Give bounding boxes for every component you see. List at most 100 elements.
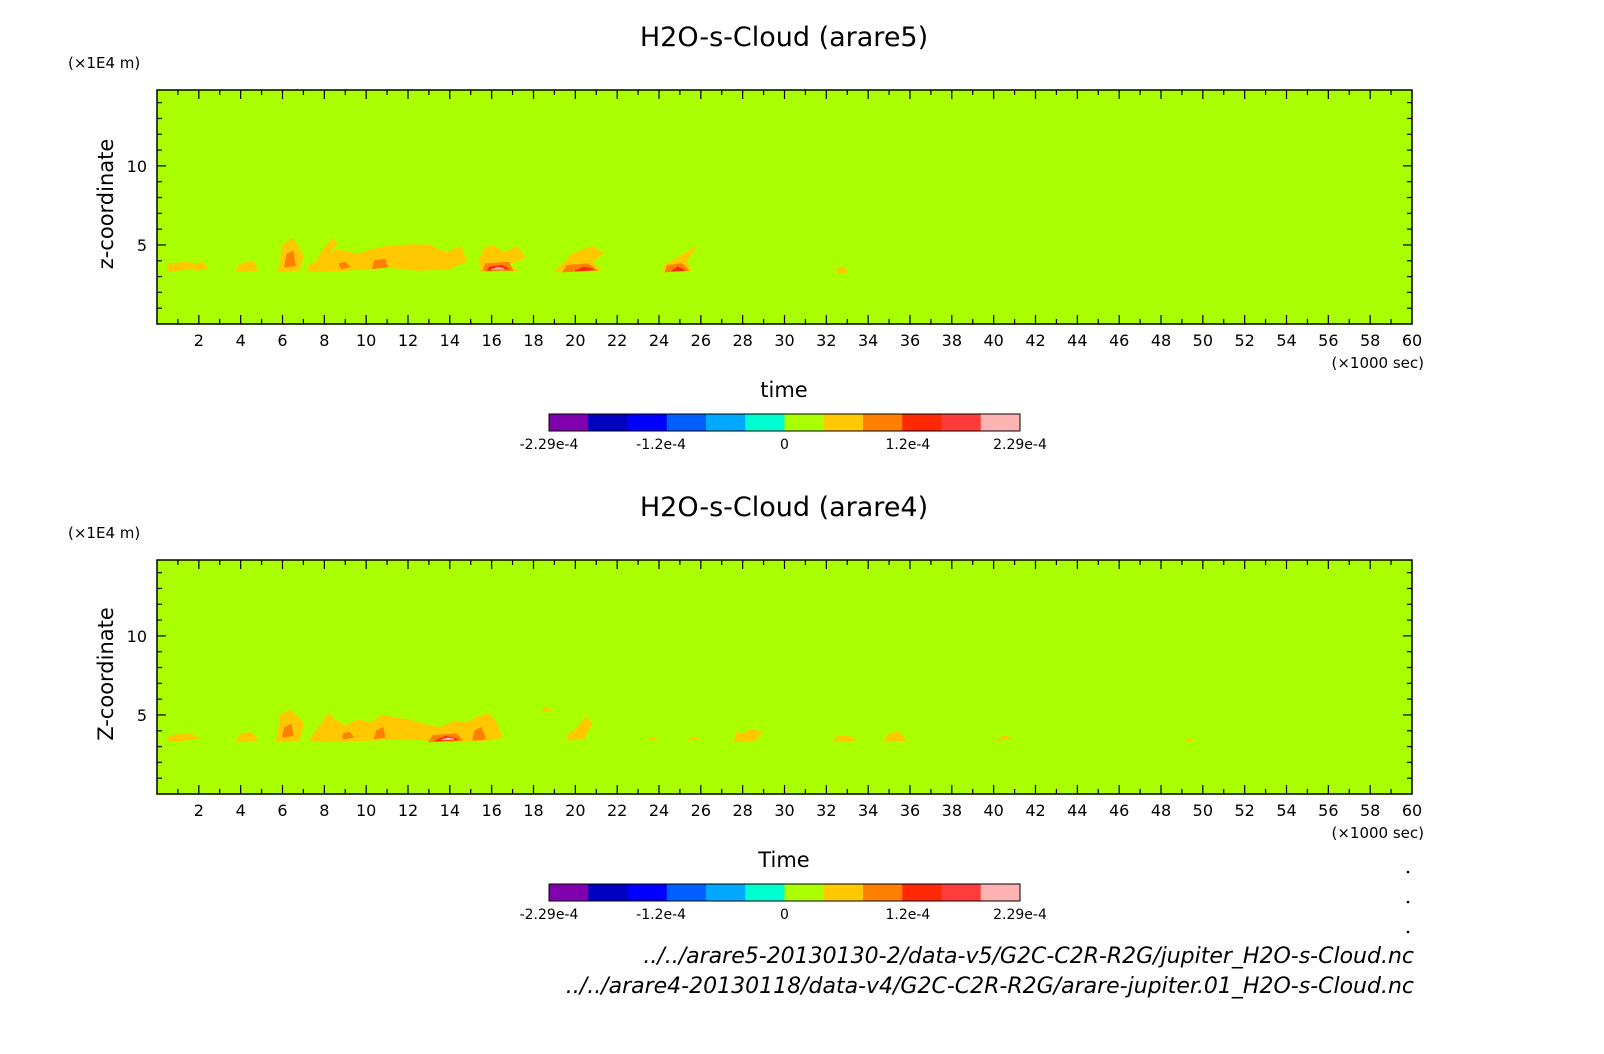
y-tick-label: 10	[127, 627, 147, 646]
colorbar-swatch	[627, 884, 668, 901]
x-tick-label: 16	[481, 331, 501, 350]
colorbar-swatch	[549, 884, 589, 901]
colorbar-frame	[548, 413, 1021, 432]
x-tick-label: 60	[1402, 801, 1422, 820]
colorbar-tick-label: -1.2e-4	[636, 437, 686, 453]
x-tick-label: 10	[356, 331, 376, 350]
x-tick-label: 24	[649, 331, 669, 350]
x-tick-label: 4	[236, 331, 246, 350]
margin-dot	[1406, 900, 1410, 904]
colorbar-swatch	[941, 884, 982, 901]
x-tick-label: 20	[565, 801, 585, 820]
contour-region-1.2e-4-2	[191, 261, 209, 271]
chart-panel-2: H2O-s-Cloud (arare4)(×1E4 m)2 4 6 8 10 12 14 16…	[68, 492, 1424, 923]
colorbar-swatch	[784, 414, 825, 431]
contour-region-2.29e-4-1	[491, 266, 505, 270]
colorbar-swatch	[980, 414, 1021, 431]
x-tick-label: 32	[816, 331, 836, 350]
contour-region-1.2e-4-1	[166, 733, 201, 743]
y-unit-label: (×1E4 m)	[68, 524, 140, 542]
x-unit-label: (×1000 sec)	[1331, 354, 1424, 372]
x-tick-label: 12	[398, 801, 418, 820]
contour-region-1.2e-4-9	[836, 266, 849, 274]
plot-background	[157, 90, 1412, 324]
x-tick-label: 28	[732, 801, 752, 820]
plot-background	[157, 560, 1412, 794]
colorbar-swatch	[745, 414, 785, 431]
margin-dot	[1406, 870, 1410, 874]
x-tick-label: 38	[942, 801, 962, 820]
colorbar-tick-label: 2.29e-4	[993, 437, 1047, 453]
contour-region-1.2e-4-11	[884, 730, 907, 743]
x-tick-label: 22	[607, 331, 627, 350]
y-tick-label: 10	[127, 157, 147, 176]
x-tick-label: 22	[607, 801, 627, 820]
colorbar-swatch	[980, 884, 1021, 901]
x-tick-label: 10	[356, 801, 376, 820]
x-tick-label: 40	[983, 801, 1003, 820]
colorbar-tick-label: 0	[780, 907, 789, 923]
x-tick-label: 28	[732, 331, 752, 350]
x-tick-label: 36	[900, 331, 920, 350]
x-tick-label: 4	[236, 801, 246, 820]
contour-region-1.2e-4-7	[648, 736, 659, 741]
x-tick-label: 30	[774, 331, 794, 350]
y-tick-label: 5	[137, 236, 147, 255]
contour-region-1.2e-4-10	[831, 734, 858, 743]
x-tick-label: 14	[440, 801, 460, 820]
x-tick-label: 50	[1193, 331, 1213, 350]
x-tick-label: 44	[1067, 331, 1087, 350]
y-axis-label: z-coordinate	[94, 139, 118, 270]
x-tick-label: 56	[1318, 331, 1338, 350]
colorbar-tick-label: 1.2e-4	[885, 437, 930, 453]
contour-region-2.29e-4-1	[441, 737, 455, 741]
contour-region-1.2e-4-6	[566, 717, 593, 741]
contour-region-1.5e-4-1	[281, 723, 294, 738]
x-tick-label: 20	[565, 331, 585, 350]
colorbar-swatch	[941, 414, 982, 431]
colorbar-swatch	[588, 414, 628, 431]
colorbar-tick-label: -2.29e-4	[520, 437, 579, 453]
x-tick-label: 26	[691, 801, 711, 820]
contour-region-1.2e-4-5	[306, 237, 468, 273]
x-unit-label: (×1000 sec)	[1331, 824, 1424, 842]
x-tick-label: 32	[816, 801, 836, 820]
x-tick-label: 42	[1025, 331, 1045, 350]
x-tick-label: 46	[1109, 331, 1129, 350]
colorbar-tick-label: 1.2e-4	[885, 907, 930, 923]
chart-title: H2O-s-Cloud (arare4)	[640, 492, 928, 523]
colorbar-swatch	[745, 884, 785, 901]
contour-region-1.9e-4-2	[575, 266, 595, 272]
x-tick-label: 18	[523, 801, 543, 820]
contour-region-1.2e-4-13	[1184, 738, 1195, 743]
y-axis-label: Z-coordinate	[94, 607, 118, 741]
y-unit-label: (×1E4 m)	[68, 54, 140, 72]
colorbar-swatch	[706, 884, 746, 901]
contour-region-1.2e-4-5	[540, 706, 552, 713]
file-path-arare5: ../../arare5-20130130-2/data-v5/G2C-C2R-…	[643, 944, 1414, 969]
x-tick-label: 14	[440, 331, 460, 350]
contour-region-1.5e-4-3	[371, 258, 388, 270]
x-axis-label: time	[760, 378, 807, 402]
y-tick-label: 5	[137, 706, 147, 725]
x-tick-label: 2	[194, 331, 204, 350]
colorbar-tick-label: -2.29e-4	[520, 907, 579, 923]
margin-dot	[1406, 930, 1410, 934]
x-tick-label: 8	[319, 801, 329, 820]
x-tick-label: 34	[858, 801, 878, 820]
colorbar-tick-label: 0	[780, 437, 789, 453]
x-tick-label: 12	[398, 331, 418, 350]
contour-region-1.2e-4-9	[733, 728, 763, 743]
colorbar-swatch	[549, 414, 589, 431]
x-tick-label: 50	[1193, 801, 1213, 820]
x-tick-label: 54	[1276, 801, 1296, 820]
contour-region-1.5e-4-1	[283, 250, 296, 268]
colorbar-frame	[548, 883, 1021, 902]
x-tick-label: 52	[1234, 801, 1254, 820]
colorbar-swatch	[588, 884, 628, 901]
x-tick-label: 26	[691, 331, 711, 350]
x-tick-label: 16	[481, 801, 501, 820]
contour-region-1.5e-4-3	[373, 726, 386, 740]
x-tick-label: 54	[1276, 331, 1296, 350]
